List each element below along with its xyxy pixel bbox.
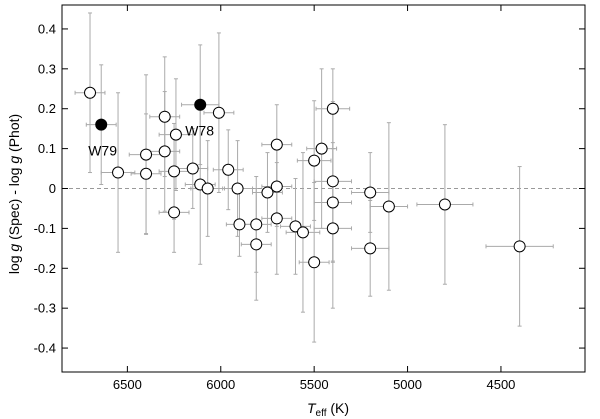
open-circle-point — [212, 106, 225, 119]
y-tick-label: -0.1 — [34, 221, 56, 236]
x-tick-label: 6000 — [206, 377, 235, 392]
open-circle-point — [186, 162, 199, 175]
open-circle-point — [84, 86, 97, 99]
open-circle-point — [270, 180, 283, 193]
open-circle-point — [326, 102, 339, 115]
open-circle-point — [140, 148, 153, 161]
open-circle-point — [270, 138, 283, 151]
open-circle-point — [250, 218, 263, 231]
open-circle-point — [326, 175, 339, 188]
y-tick-label: 0.2 — [38, 101, 56, 116]
filled-circle-point — [194, 98, 207, 111]
y-tick-label: -0.2 — [34, 261, 56, 276]
open-circle-point — [158, 145, 171, 158]
plot-area: W79 W78 — [62, 12, 585, 343]
y-tick-label: 0.4 — [38, 21, 56, 36]
open-circle-point — [364, 186, 377, 199]
open-circle-point — [296, 226, 309, 239]
point-label: W78 — [185, 123, 214, 139]
open-circle-point — [270, 212, 283, 225]
open-circle-point — [168, 206, 181, 219]
x-tick-label: 6500 — [113, 377, 142, 392]
open-circle-point — [250, 238, 263, 251]
x-axis-title: Teff (K) — [307, 400, 349, 419]
open-circle-point — [222, 163, 235, 176]
open-circle-point — [201, 182, 214, 195]
open-circle-point — [513, 240, 526, 253]
filled-circle-point — [95, 118, 108, 131]
open-circle-point — [308, 154, 321, 167]
point-label: W79 — [88, 143, 117, 159]
open-circle-point — [326, 196, 339, 209]
y-axis-title: log g (Spec) - log g (Phot) — [6, 114, 22, 274]
y-tick-label: 0.1 — [38, 141, 56, 156]
open-circle-point — [326, 222, 339, 235]
y-tick-label: 0 — [49, 181, 56, 196]
x-tick-label: 4500 — [486, 377, 515, 392]
open-circle-point — [438, 198, 451, 211]
open-circle-point — [140, 167, 153, 180]
y-tick-label: -0.4 — [34, 341, 56, 356]
open-circle-point — [231, 182, 244, 195]
x-tick-label: 5500 — [300, 377, 329, 392]
open-circle-point — [168, 165, 181, 178]
open-circle-point — [233, 218, 246, 231]
open-circle-point — [315, 142, 328, 155]
open-circle-point — [112, 166, 125, 179]
x-tick-label: 5000 — [393, 377, 422, 392]
open-circle-point — [382, 200, 395, 213]
open-circle-point — [158, 110, 171, 123]
axes: 0.4 0.3 0.2 0.1 0 -0.1 -0.2 -0.3 -0.4 6500 6000 550… — [34, 4, 586, 392]
open-circle-point — [261, 186, 274, 199]
y-tick-label: -0.3 — [34, 301, 56, 316]
open-circle-point — [308, 256, 321, 269]
open-circle-point — [364, 242, 377, 255]
y-tick-label: 0.3 — [38, 61, 56, 76]
open-circle-point — [169, 128, 182, 141]
